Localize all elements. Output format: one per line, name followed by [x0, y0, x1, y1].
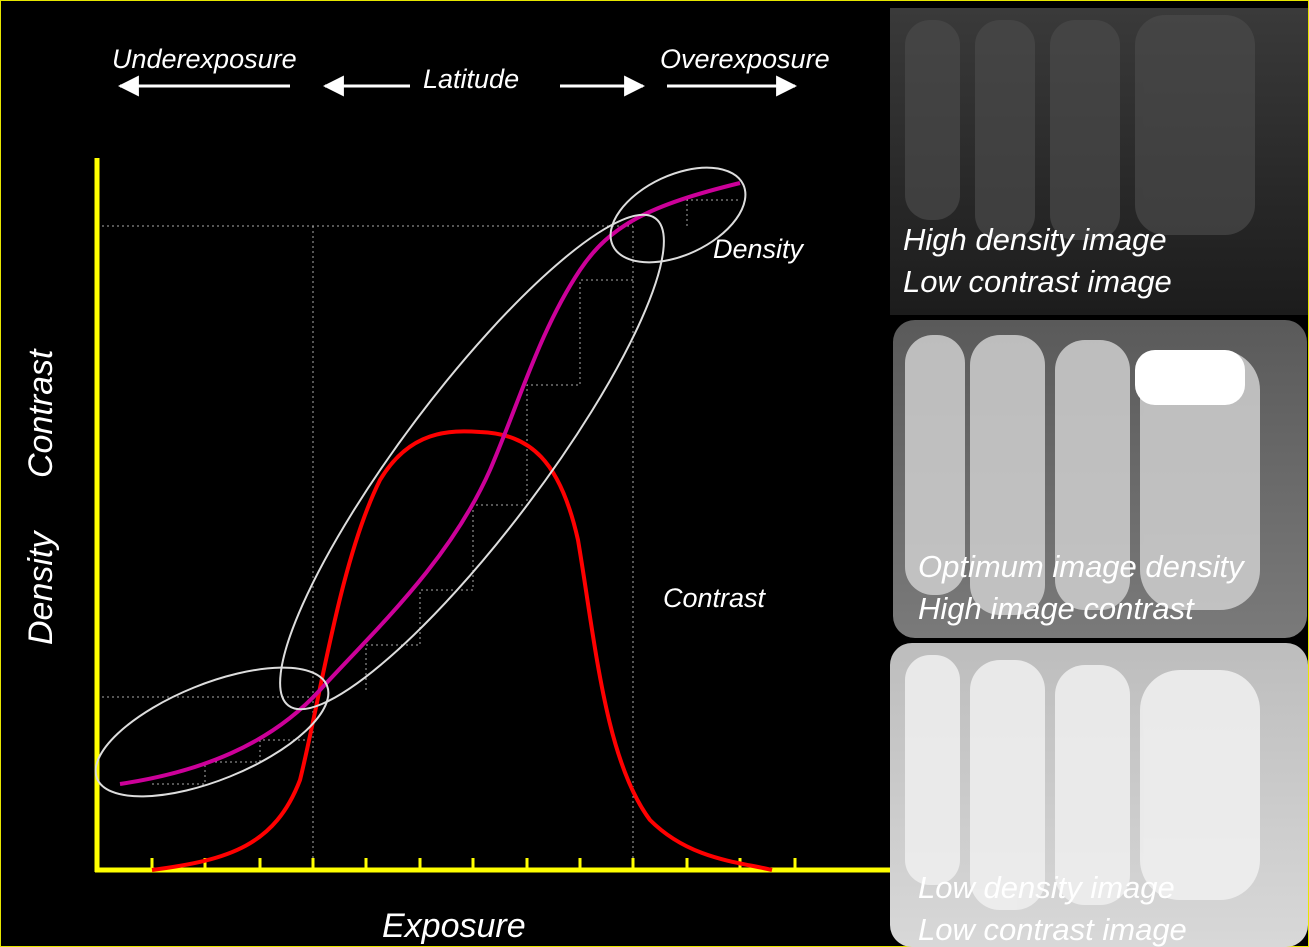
radiograph-optimum: Optimum image density High image contras…: [893, 320, 1307, 638]
image-caption: High image contrast: [918, 591, 1195, 626]
image-caption: Low density image: [918, 870, 1175, 905]
slide: Underexposure Latitude Overexposure Dens…: [0, 0, 1309, 947]
overexposure-label: Overexposure: [660, 44, 830, 74]
contrast-curve-label: Contrast: [663, 583, 767, 613]
y-axis-label: Contrast: [22, 348, 60, 478]
image-caption: Low contrast image: [903, 264, 1172, 299]
image-caption: High density image: [903, 222, 1167, 257]
y-axis-label: Density: [22, 530, 60, 645]
density-curve-label: Density: [713, 234, 805, 264]
image-caption: Optimum image density: [918, 549, 1246, 584]
latitude-label: Latitude: [423, 64, 519, 94]
x-axis-label: Exposure: [382, 907, 526, 945]
radiograph-high-density: High density image Low contrast image: [890, 8, 1308, 315]
underexposure-label: Underexposure: [112, 44, 297, 74]
radiograph-low-density: Low density image Low contrast image: [890, 643, 1308, 947]
image-caption: Low contrast image: [918, 912, 1187, 947]
